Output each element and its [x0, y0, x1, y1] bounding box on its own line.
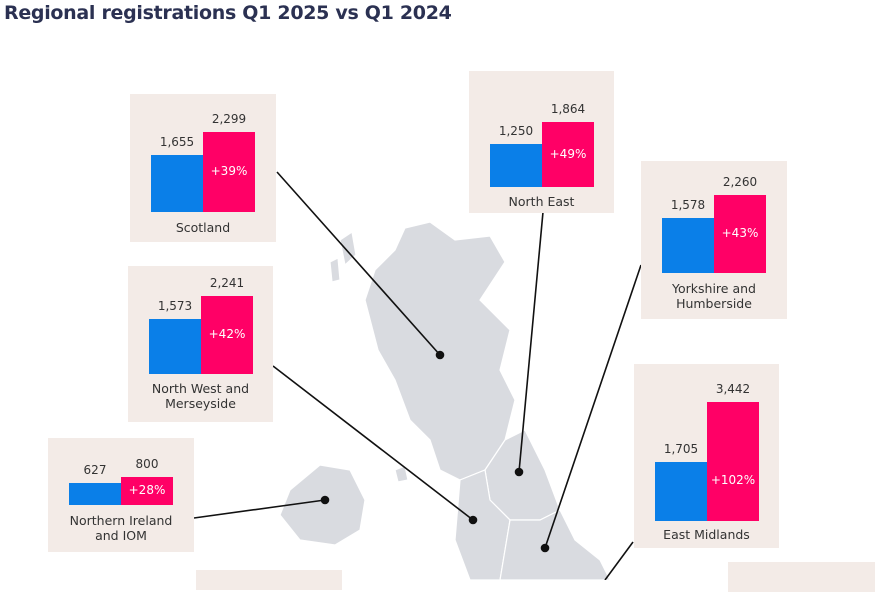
bar-q1-2024 — [149, 319, 201, 374]
bar-q1-2024 — [662, 218, 714, 273]
leader-north-west — [272, 365, 474, 521]
map-yorkshire-midlands — [499, 509, 611, 580]
region-name: East Midlands — [663, 527, 750, 542]
value-q1-2024: 627 — [83, 463, 107, 478]
value-q1-2025: 3,442 — [715, 381, 751, 396]
region-name: Scotland — [175, 220, 231, 235]
value-q1-2025: 1,864 — [550, 102, 586, 117]
value-q1-2025: 2,241 — [209, 276, 245, 291]
change-label: +28% — [128, 483, 166, 498]
region-card-yorkshire: 1,578 2,260 +43% Yorkshire and Humberside — [641, 161, 787, 319]
leader-scotland — [276, 171, 441, 356]
region-card-north-east: 1,250 1,864 +49% North East — [469, 71, 614, 213]
value-q1-2024: 1,250 — [498, 123, 534, 138]
change-label: +43% — [721, 225, 759, 240]
value-q1-2025: 2,299 — [211, 112, 247, 127]
change-label: +49% — [549, 146, 587, 161]
region-name: North East — [508, 194, 575, 209]
bar-q1-2025 — [707, 401, 759, 521]
region-card-north-west: 1,573 2,241 +42% North West and Merseyside — [128, 266, 273, 422]
region-card-east-midlands: 1,705 3,442 +102% East Midlands — [634, 364, 779, 548]
value-q1-2024: 1,578 — [670, 198, 706, 213]
map-northern-ireland — [279, 464, 366, 546]
leader-north-east — [518, 211, 544, 473]
region-name: Yorkshire and Humberside — [672, 281, 756, 311]
bar-q1-2025 — [542, 122, 594, 187]
value-q1-2024: 1,655 — [159, 134, 195, 149]
region-name: Northern Ireland and IOM — [69, 513, 173, 543]
bar-q1-2024 — [490, 143, 542, 187]
change-label: +39% — [210, 164, 248, 179]
bar-q1-2024 — [151, 154, 203, 212]
region-card-scotland: 1,655 2,299 +39% Scotland — [130, 94, 276, 242]
region-card-partial — [196, 570, 342, 590]
change-label: +102% — [710, 473, 756, 487]
change-label: +42% — [208, 327, 246, 342]
leader-east-midlands — [604, 541, 634, 580]
value-q1-2024: 1,705 — [663, 441, 699, 456]
region-name: North West and Merseyside — [151, 381, 250, 411]
value-q1-2025: 800 — [135, 457, 159, 472]
leader-yorkshire — [544, 264, 642, 549]
region-card-northern-ireland: 627 800 +28% Northern Ireland and IOM — [48, 438, 194, 552]
uk-map — [193, 171, 642, 580]
bar-q1-2025 — [203, 132, 255, 212]
bar-q1-2025 — [201, 296, 253, 374]
bar-q1-2024 — [655, 461, 707, 521]
bar-q1-2024 — [69, 483, 121, 505]
value-q1-2024: 1,573 — [157, 299, 193, 314]
map-isles — [329, 230, 409, 483]
bar-q1-2025 — [121, 477, 173, 505]
value-q1-2025: 2,260 — [722, 174, 758, 189]
leader-northern-ireland — [193, 499, 326, 519]
chart-title: Regional registrations Q1 2025 vs Q1 202… — [4, 2, 452, 24]
region-card-partial — [728, 562, 875, 592]
bar-q1-2025 — [714, 194, 766, 273]
